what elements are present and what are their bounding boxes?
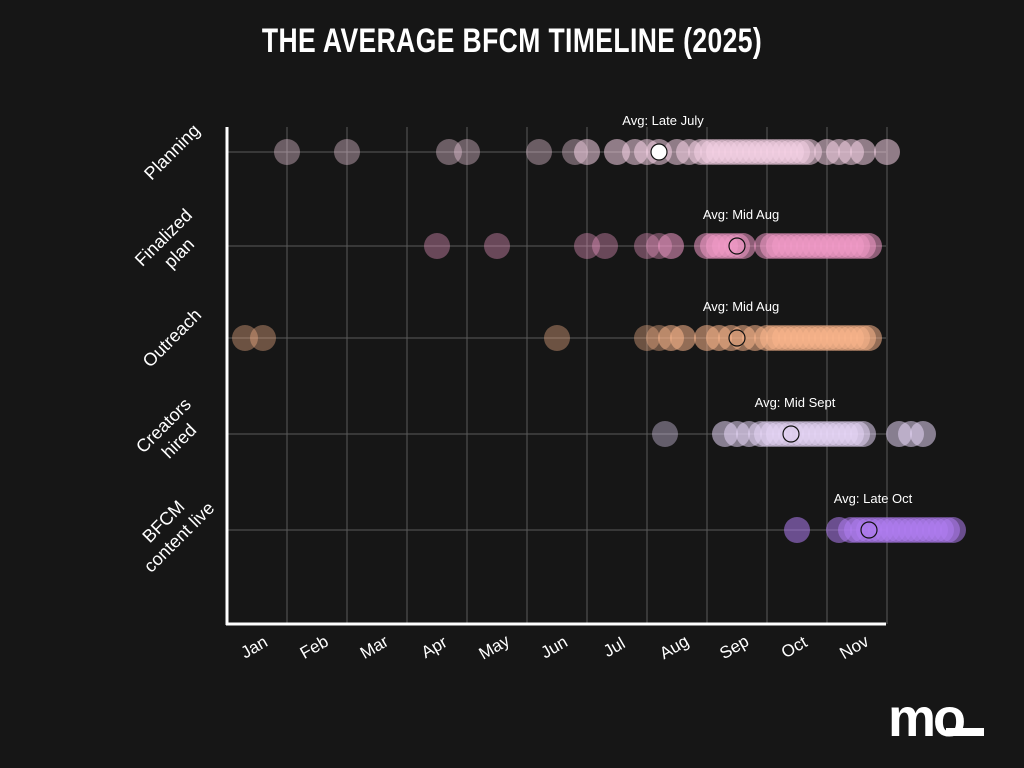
- y-category-label: Outreach: [139, 305, 206, 372]
- x-tick-label: Nov: [836, 631, 872, 663]
- x-tick-label: May: [476, 631, 514, 664]
- data-point: [592, 233, 618, 259]
- data-point: [274, 139, 300, 165]
- data-point: [484, 233, 510, 259]
- data-point: [784, 517, 810, 543]
- data-point: [874, 139, 900, 165]
- data-point: [604, 139, 630, 165]
- brand-logo: mo: [888, 690, 984, 742]
- data-point: [334, 139, 360, 165]
- x-tick-label: Oct: [778, 632, 811, 662]
- data-point: [424, 233, 450, 259]
- data-point: [574, 233, 600, 259]
- data-point: [232, 325, 258, 351]
- data-point: [652, 421, 678, 447]
- average-marker: [650, 143, 668, 161]
- logo-bar: [946, 728, 984, 736]
- x-tick-label: Jul: [600, 634, 628, 661]
- x-tick-label: Jun: [538, 632, 571, 662]
- y-category-label: Creatorshired: [132, 394, 211, 473]
- average-marker: [860, 521, 878, 539]
- data-point: [574, 139, 600, 165]
- chart-title: THE AVERAGE BFCM TIMELINE (2025): [261, 22, 763, 60]
- y-category-label: Finalizedplan: [131, 205, 212, 286]
- data-point: [436, 139, 462, 165]
- x-tick-label: Apr: [418, 632, 451, 662]
- data-point: [526, 139, 552, 165]
- y-category-label: Planning: [140, 120, 204, 184]
- x-tick-label: Mar: [357, 632, 392, 663]
- average-marker: [728, 329, 746, 347]
- average-marker: [782, 425, 800, 443]
- average-label: Avg: Late Oct: [834, 491, 913, 506]
- x-tick-label: Jan: [238, 632, 271, 662]
- data-point: [910, 421, 936, 447]
- data-point: [658, 233, 684, 259]
- data-point: [856, 233, 882, 259]
- data-point: [250, 325, 276, 351]
- data-point: [850, 139, 876, 165]
- data-point: [730, 233, 756, 259]
- data-point: [670, 325, 696, 351]
- average-label: Avg: Mid Aug: [703, 299, 779, 314]
- data-point: [634, 233, 660, 259]
- average-label: Avg: Mid Aug: [703, 207, 779, 222]
- data-point: [850, 421, 876, 447]
- data-point: [796, 139, 822, 165]
- data-point: [940, 517, 966, 543]
- data-point: [634, 325, 660, 351]
- x-tick-label: Feb: [297, 632, 332, 663]
- data-point: [544, 325, 570, 351]
- x-tick-label: Sep: [716, 631, 752, 663]
- data-point: [856, 325, 882, 351]
- average-label: Avg: Mid Sept: [755, 395, 836, 410]
- average-label: Avg: Late July: [622, 113, 704, 128]
- y-category-label: BFCMcontent live: [124, 482, 218, 576]
- data-point: [454, 139, 480, 165]
- x-tick-label: Aug: [656, 631, 692, 663]
- average-marker: [728, 237, 746, 255]
